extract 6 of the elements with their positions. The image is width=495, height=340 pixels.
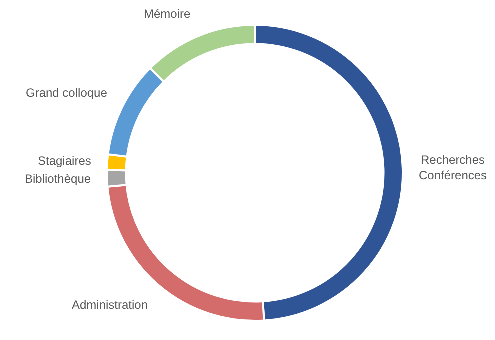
slice-label: Recherches Conférences (419, 153, 488, 183)
slice-label: Mémoire (144, 7, 191, 21)
slice-label: Stagiaires (38, 154, 92, 168)
slice-label: Administration (72, 298, 148, 312)
slice-label: Bibliothèque (25, 172, 92, 186)
slice-label: Grand colloque (26, 86, 108, 100)
